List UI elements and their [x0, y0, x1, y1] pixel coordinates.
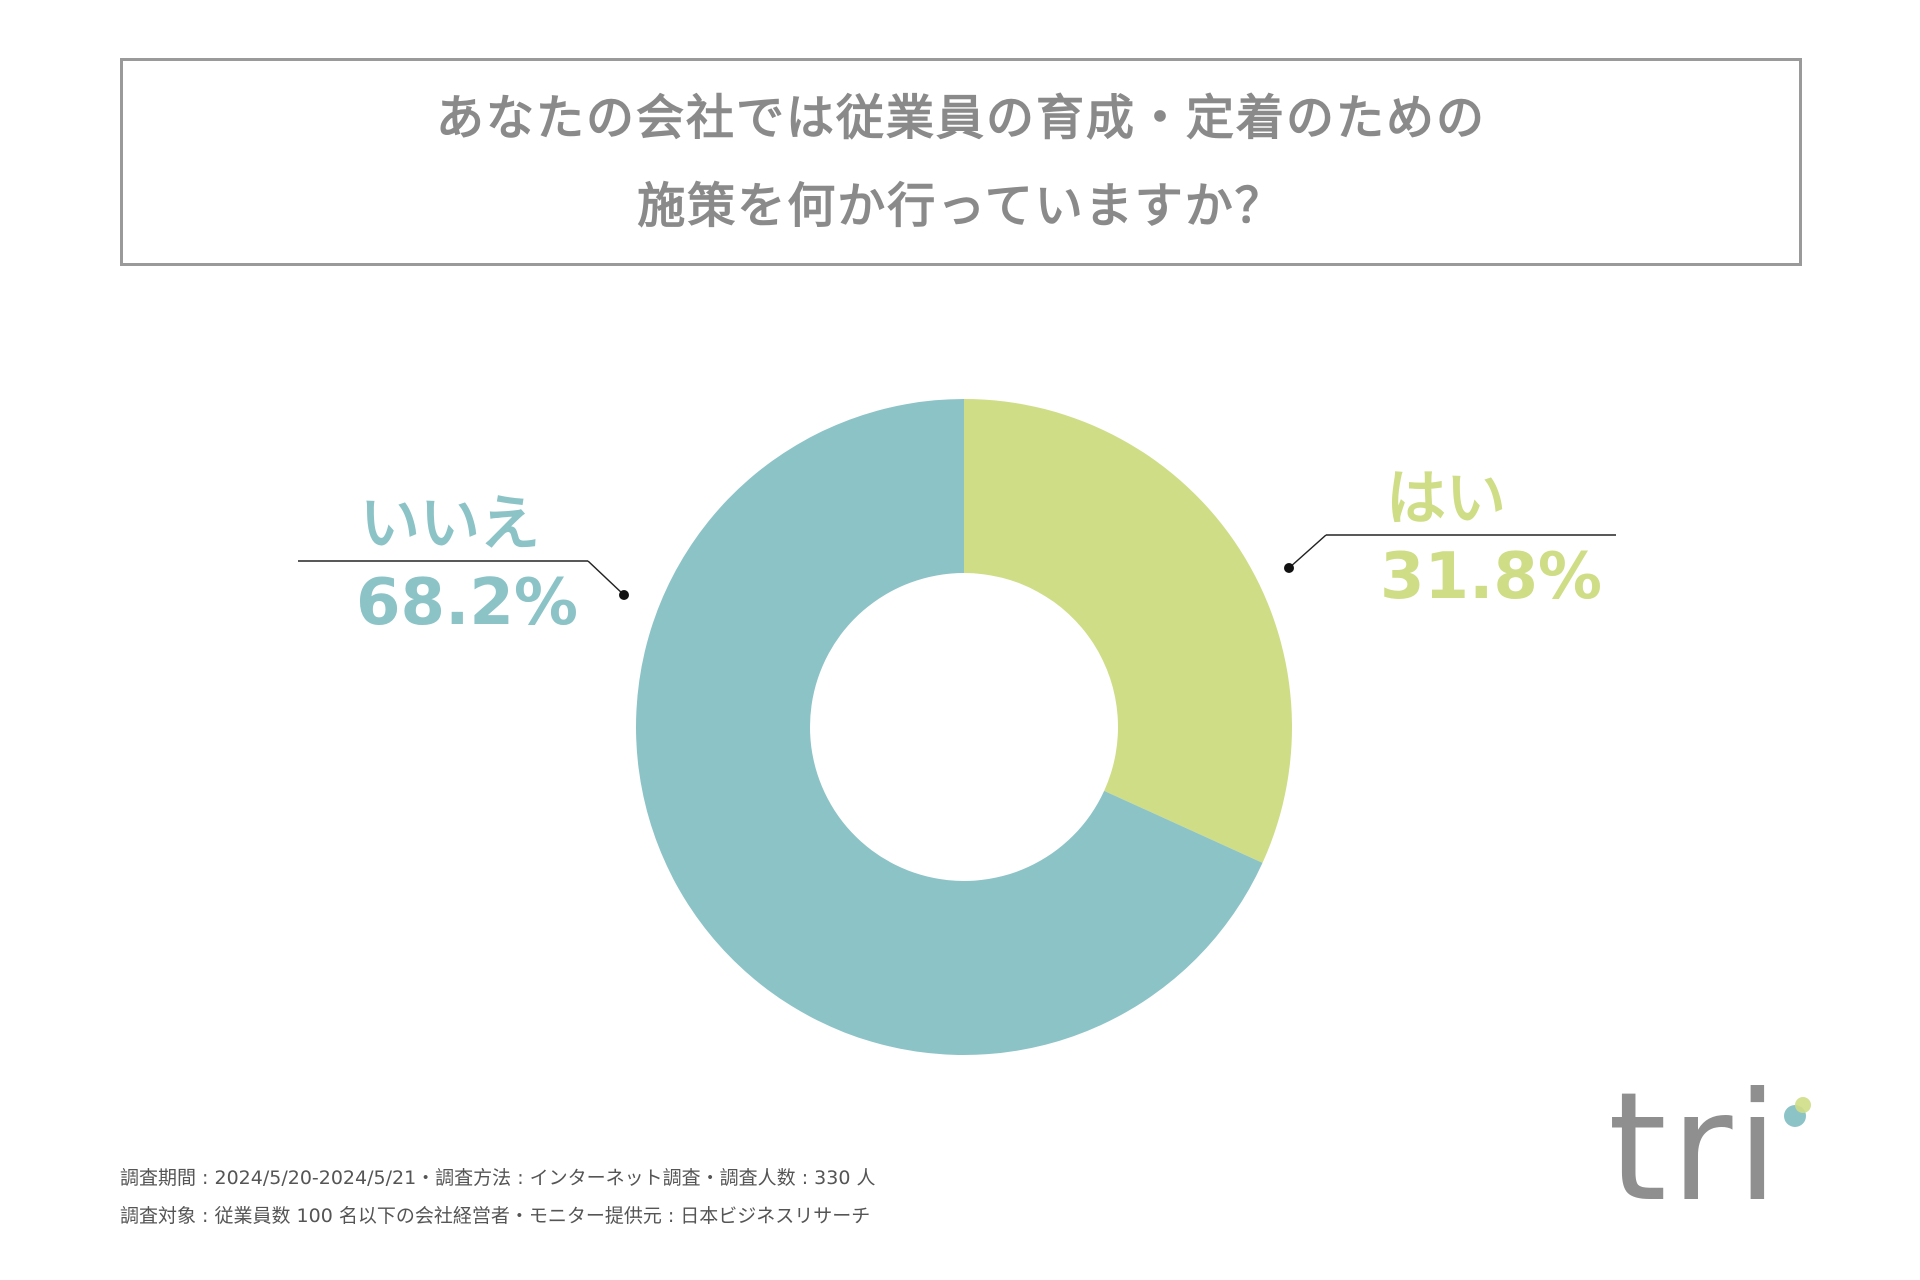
callout-line-yes-diagonal [1288, 534, 1327, 569]
callout-dot-yes [1284, 563, 1294, 573]
chart-title-line-2: 施策を何か行っていますか？ [637, 178, 1285, 234]
chart-title-line-1: あなたの会社では従業員の育成・定着のための [435, 90, 1486, 146]
callout-dot-no [619, 590, 629, 600]
slice-label-no: いいえ [360, 489, 540, 559]
donut-slice-no [635, 399, 1263, 1055]
callout-line-no-diagonal [587, 560, 625, 596]
tri-logo-text: tri [1608, 1061, 1783, 1235]
logo-dot-green [1795, 1097, 1811, 1113]
tri-logo: tri [1608, 1073, 1811, 1235]
title-box: あなたの会社では従業員の育成・定着のための 施策を何か行っていますか？ [120, 58, 1802, 266]
survey-footnote-2: 調査対象 : 従業員数 100 名以下の会社経営者・モニター提供元 : 日本ビジ… [120, 1205, 871, 1227]
slice-value-no: 68.2% [356, 566, 579, 640]
survey-footnote-1: 調査期間 : 2024/5/20-2024/5/21・調査方法 : インターネッ… [120, 1167, 876, 1189]
donut-slice-yes [964, 399, 1292, 863]
slice-label-yes: はい [1386, 464, 1506, 534]
slice-value-yes: 31.8% [1380, 540, 1603, 614]
